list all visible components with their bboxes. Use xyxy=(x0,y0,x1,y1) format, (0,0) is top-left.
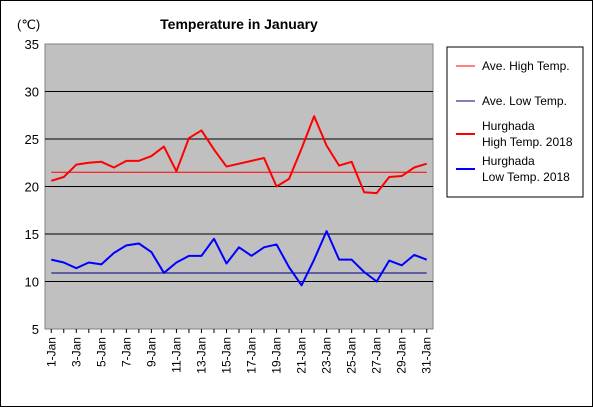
x-tick-label: 5-Jan xyxy=(94,337,108,367)
grid-lines xyxy=(45,91,433,282)
y-unit-label: (℃) xyxy=(17,17,40,32)
x-tick-label: 17-Jan xyxy=(245,337,259,374)
legend-label-0: Ave. High Temp. xyxy=(482,59,570,73)
series-line-3 xyxy=(51,230,428,287)
y-tick-label: 15 xyxy=(25,227,39,242)
y-tick-label: 30 xyxy=(25,85,39,100)
x-tick-label: 3-Jan xyxy=(69,337,83,367)
legend-label-1: Ave. Low Temp. xyxy=(482,94,567,108)
y-tick-label: 10 xyxy=(25,275,39,290)
series-lines xyxy=(50,115,428,287)
legend-box xyxy=(446,46,584,198)
x-tick-label: 11-Jan xyxy=(169,337,183,373)
legend: Ave. High Temp. Ave. Low Temp. Hurghada Hig… xyxy=(456,59,573,184)
x-tick-label: 15-Jan xyxy=(219,337,233,374)
x-tick-label: 13-Jan xyxy=(194,337,208,374)
y-axis: 5 10 15 20 25 30 35 xyxy=(25,37,39,337)
y-tick-label: 20 xyxy=(25,180,39,195)
x-tick-label: 25-Jan xyxy=(345,337,359,374)
x-tick-label: 9-Jan xyxy=(144,337,158,367)
x-tick-label: 19-Jan xyxy=(270,337,284,374)
x-axis: 1-Jan 3-Jan 5-Jan 7-Jan 9-Jan 11-Jan 13-Jan 15-… xyxy=(44,329,434,374)
x-tick-label: 31-Jan xyxy=(420,337,434,374)
y-tick-label: 25 xyxy=(25,132,39,147)
legend-label-3: Hurghada xyxy=(482,154,535,168)
y-tick-label: 35 xyxy=(25,37,39,52)
x-tick-label: 29-Jan xyxy=(395,337,409,374)
y-tick-label: 5 xyxy=(32,322,39,337)
legend-label-2: Hurghada xyxy=(482,119,535,133)
series-line-2 xyxy=(50,115,428,195)
x-tick-label: 23-Jan xyxy=(320,337,334,374)
legend-label-3: Low Temp. 2018 xyxy=(482,170,570,184)
x-tick-label: 27-Jan xyxy=(370,337,384,374)
x-tick-label: 7-Jan xyxy=(119,337,133,367)
x-tick-label: 21-Jan xyxy=(295,337,309,374)
legend-label-2: High Temp. 2018 xyxy=(482,135,573,149)
x-tick-label: 1-Jan xyxy=(44,337,58,367)
chart-title: Temperature in January xyxy=(160,16,318,32)
